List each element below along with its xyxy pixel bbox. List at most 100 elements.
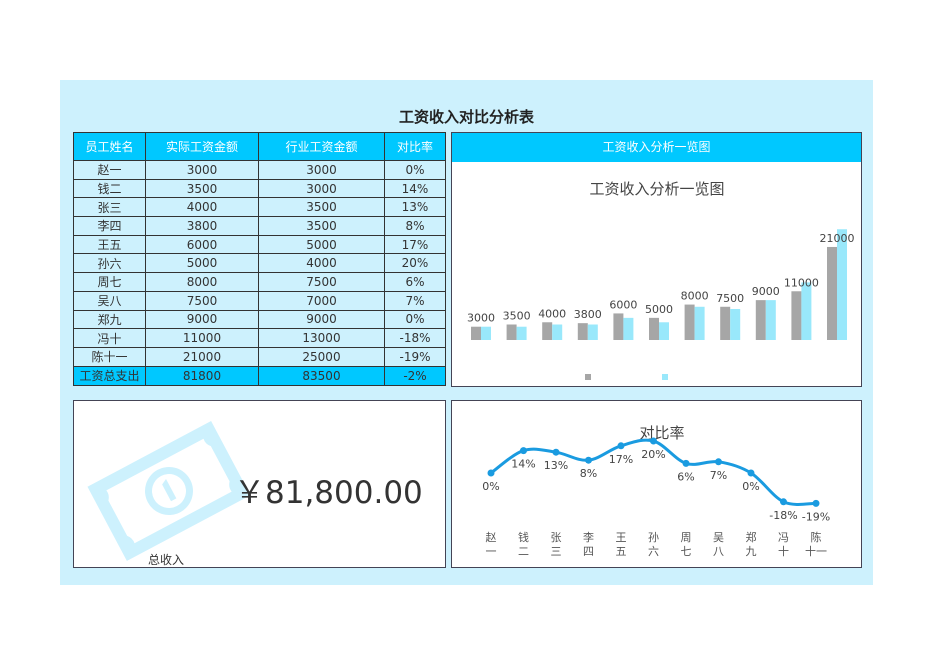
table-cell: 9000	[258, 309, 385, 330]
table-cell: 14%	[384, 178, 446, 199]
table-cell: 7%	[384, 290, 446, 311]
data-point	[715, 458, 722, 466]
table-cell: 7500	[145, 290, 259, 311]
table-cell: 4000	[145, 197, 259, 218]
data-label: 6000	[609, 298, 637, 311]
total-cell: 工资总支出	[73, 365, 146, 386]
data-point	[780, 498, 787, 506]
table-cell: 陈十一	[73, 346, 146, 367]
total-cell: 81800	[145, 365, 259, 386]
data-label: 7%	[710, 469, 727, 482]
data-label: -19%	[802, 510, 830, 523]
table-cell: 21000	[145, 346, 259, 367]
table-cell: 5000	[145, 253, 259, 274]
table-cell: 3500	[258, 197, 385, 218]
data-point	[520, 447, 527, 455]
table-cell: 5000	[258, 234, 385, 255]
table-cell: 3500	[258, 216, 385, 236]
category-label: 六	[648, 545, 659, 558]
table-cell: 吴八	[73, 290, 146, 311]
total-income-amount: ￥81,800.00	[234, 475, 423, 511]
category-label: 七	[681, 545, 692, 558]
category-label: 王	[616, 531, 627, 544]
bar-actual	[506, 324, 517, 340]
bar-actual	[791, 291, 802, 340]
data-point	[650, 437, 657, 445]
data-label: 9000	[752, 285, 780, 298]
data-label: 17%	[609, 453, 633, 466]
col-header: 实际工资金额	[145, 132, 259, 161]
table-cell: 郑九	[73, 309, 146, 330]
table-row: 冯十 11000 13000 -18%	[73, 328, 446, 348]
data-label: 20%	[641, 448, 665, 461]
data-point	[487, 469, 495, 477]
legend-swatch-actual	[585, 374, 591, 380]
bar-actual	[649, 317, 659, 340]
data-label: 14%	[511, 458, 535, 471]
bar-panel-header: 工资收入分析一览图	[452, 133, 861, 162]
table-cell: 8%	[384, 216, 446, 236]
table-cell: 20%	[384, 253, 446, 274]
total-income-label: 总收入	[148, 553, 185, 567]
category-label: 赵	[486, 530, 497, 544]
table-row: 周七 8000 7500 6%	[73, 272, 446, 292]
table-cell: 0%	[384, 309, 446, 330]
category-label: 钱	[518, 530, 529, 544]
category-label: 五	[616, 545, 627, 558]
table-row: 吴八 7500 7000 7%	[73, 290, 446, 311]
total-income-panel: ￥81,800.00 总收入	[73, 400, 446, 568]
table-cell: 3800	[145, 216, 259, 236]
table-cell: 8000	[145, 272, 259, 292]
total-row: 工资总支出 81800 83500 -2%	[73, 365, 446, 386]
bar-industry	[587, 324, 598, 340]
table-cell: 3500	[145, 178, 259, 199]
data-label: 6%	[677, 470, 694, 483]
category-label: 陈	[811, 530, 822, 544]
table-cell: 李四	[73, 216, 146, 236]
bar-chart: 工资收入分析一览图 3000 3500 4000 3800 6000 5000 8000 750…	[467, 180, 855, 380]
category-label: 八	[713, 545, 724, 558]
data-label: 3000	[467, 312, 495, 325]
bar-industry	[694, 306, 705, 340]
table-cell: 周七	[73, 272, 146, 292]
table-cell: 7000	[258, 290, 385, 311]
table-cell: 13000	[258, 328, 385, 348]
bar-industry	[481, 326, 491, 340]
table-row: 钱二 3500 3000 14%	[73, 178, 446, 199]
bar-actual	[577, 323, 588, 340]
chart-title: 对比率	[639, 424, 684, 442]
category-label: 十	[778, 544, 789, 558]
table-cell: 赵一	[73, 160, 146, 180]
data-label: 3500	[503, 309, 531, 322]
category-label: 郑	[746, 530, 757, 544]
table-row: 张三 4000 3500 13%	[73, 197, 446, 218]
category-label: 三	[551, 545, 562, 558]
table-cell: 13%	[384, 197, 446, 218]
table-cell: 6000	[145, 234, 259, 255]
table-cell: 17%	[384, 234, 446, 255]
table-cell: 6%	[384, 272, 446, 292]
legend-swatch-industry	[662, 374, 668, 380]
category-label: 孙	[648, 531, 659, 544]
data-point	[747, 469, 755, 477]
data-label: 8%	[580, 467, 597, 480]
data-label: 11000	[784, 276, 819, 289]
table-cell: 4000	[258, 253, 385, 274]
table-cell: -18%	[384, 328, 446, 348]
total-cell: 83500	[258, 365, 385, 386]
bar-actual	[755, 300, 766, 340]
table-cell: 钱二	[73, 178, 146, 199]
bar-industry	[730, 308, 741, 340]
col-header: 对比率	[384, 132, 446, 161]
table-cell: 7500	[258, 272, 385, 292]
category-label: 二	[518, 545, 529, 558]
bar-industry	[659, 322, 669, 340]
data-label: 3800	[574, 308, 602, 321]
category-label: 周	[681, 531, 692, 544]
data-label: 8000	[681, 290, 709, 303]
data-label: 5000	[645, 303, 673, 316]
bar-industry	[765, 300, 776, 340]
data-point	[585, 456, 592, 464]
category-label: 四	[583, 545, 594, 558]
data-label: 0%	[482, 480, 499, 493]
